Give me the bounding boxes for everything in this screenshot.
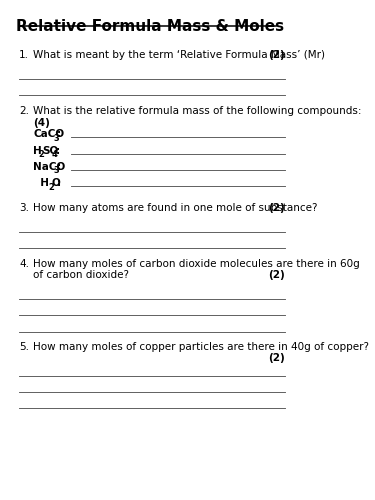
Text: 3.: 3. bbox=[19, 202, 29, 212]
Text: What is the relative formula mass of the following compounds:: What is the relative formula mass of the… bbox=[33, 106, 362, 116]
Text: How many atoms are found in one mole of substance?: How many atoms are found in one mole of … bbox=[33, 202, 318, 212]
Text: (2): (2) bbox=[268, 202, 285, 212]
Text: How many moles of carbon dioxide molecules are there in 60g: How many moles of carbon dioxide molecul… bbox=[33, 259, 360, 269]
Text: 4: 4 bbox=[52, 150, 58, 159]
Text: 3: 3 bbox=[53, 166, 59, 175]
Text: 2: 2 bbox=[38, 150, 44, 159]
Text: H: H bbox=[33, 178, 49, 188]
Text: 4.: 4. bbox=[19, 259, 29, 269]
Text: :: : bbox=[56, 146, 60, 156]
Text: 5.: 5. bbox=[19, 342, 29, 352]
Text: 2.: 2. bbox=[19, 106, 29, 116]
Text: of carbon dioxide?: of carbon dioxide? bbox=[33, 270, 129, 280]
Text: H: H bbox=[33, 146, 42, 156]
Text: :: : bbox=[57, 130, 61, 140]
Text: What is meant by the term ‘Relative Formula Mass’ (Mr): What is meant by the term ‘Relative Form… bbox=[33, 50, 325, 59]
Text: 2: 2 bbox=[48, 183, 54, 192]
Text: Relative Formula Mass & Moles: Relative Formula Mass & Moles bbox=[16, 18, 284, 34]
Text: (2): (2) bbox=[268, 270, 285, 280]
Text: 3: 3 bbox=[53, 134, 59, 143]
Text: :: : bbox=[57, 178, 61, 188]
Text: CaCO: CaCO bbox=[33, 130, 64, 140]
Text: SO: SO bbox=[42, 146, 58, 156]
Text: How many moles of copper particles are there in 40g of copper?: How many moles of copper particles are t… bbox=[33, 342, 369, 352]
Text: :: : bbox=[57, 162, 61, 172]
Text: (4): (4) bbox=[33, 118, 50, 128]
Text: NaCO: NaCO bbox=[33, 162, 65, 172]
Text: O: O bbox=[52, 178, 61, 188]
Text: (2): (2) bbox=[268, 50, 285, 59]
Text: 1.: 1. bbox=[19, 50, 29, 59]
Text: (2): (2) bbox=[268, 354, 285, 364]
